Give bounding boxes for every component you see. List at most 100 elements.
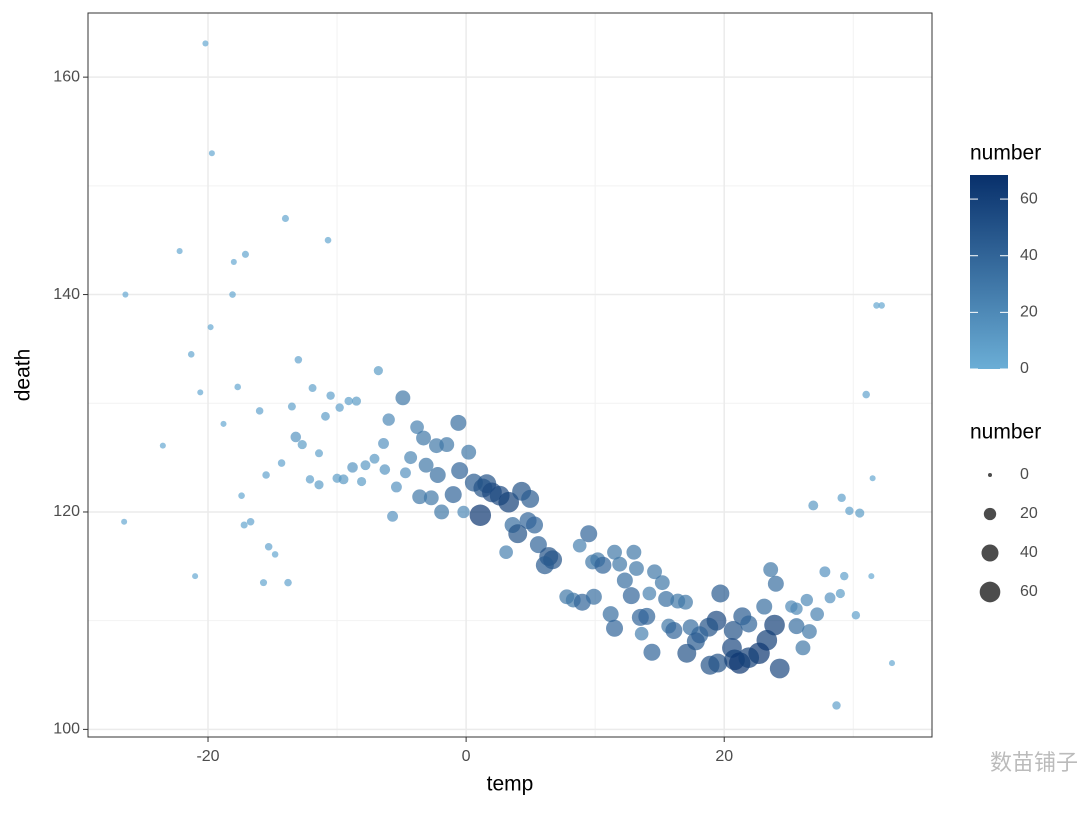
point	[382, 413, 395, 426]
point	[338, 474, 349, 485]
point	[418, 457, 434, 473]
size-legend-key	[988, 473, 992, 477]
point	[769, 658, 790, 679]
point	[192, 573, 199, 580]
color-legend-title: number	[970, 142, 1041, 165]
point	[159, 442, 166, 449]
x-tick-label: 0	[462, 748, 471, 765]
point	[121, 518, 128, 525]
point	[654, 575, 670, 591]
point	[294, 356, 303, 364]
point	[241, 250, 249, 258]
point	[862, 390, 870, 399]
point	[763, 562, 779, 578]
point	[287, 402, 296, 411]
point	[451, 462, 469, 480]
point	[450, 414, 467, 431]
point	[229, 291, 236, 298]
point	[423, 490, 439, 506]
point	[281, 214, 289, 223]
x-tick-label: 20	[715, 748, 733, 765]
point	[326, 391, 335, 400]
size-legend-key	[981, 544, 999, 562]
point	[626, 544, 642, 560]
point	[869, 475, 876, 482]
point	[845, 506, 854, 516]
color-legend-label: 60	[1020, 190, 1038, 207]
point	[521, 489, 540, 508]
panel-border	[87, 12, 933, 738]
x-axis-label: temp	[487, 773, 534, 796]
size-legend-label: 0	[1020, 466, 1029, 483]
point	[508, 524, 528, 544]
point	[412, 489, 428, 505]
point	[708, 653, 728, 673]
point	[499, 545, 513, 560]
size-legend-key	[979, 581, 1001, 603]
point	[373, 366, 383, 376]
point	[767, 575, 784, 592]
point	[220, 420, 227, 427]
point	[572, 538, 587, 553]
point	[434, 504, 450, 520]
point	[498, 491, 520, 513]
point	[647, 564, 662, 580]
point	[321, 411, 330, 421]
point	[356, 476, 367, 487]
point	[665, 621, 683, 639]
point	[351, 396, 362, 406]
point	[290, 431, 302, 443]
point	[416, 430, 431, 446]
point	[678, 594, 693, 610]
point	[255, 407, 264, 415]
point	[197, 389, 204, 396]
size-legend-title: number	[970, 421, 1041, 444]
point	[444, 486, 462, 504]
plot-panel	[88, 13, 932, 737]
point	[314, 480, 324, 490]
point	[429, 467, 446, 483]
y-axis-label: death	[12, 349, 35, 402]
point	[795, 640, 811, 656]
point	[756, 598, 773, 615]
point	[629, 561, 644, 576]
point	[404, 451, 418, 465]
point	[378, 438, 389, 449]
color-bar	[970, 175, 1008, 369]
point	[606, 619, 624, 637]
point	[740, 615, 758, 633]
point	[622, 587, 640, 605]
point	[855, 508, 865, 518]
point	[878, 302, 885, 309]
point	[187, 351, 195, 358]
point	[297, 439, 307, 450]
point	[246, 517, 255, 526]
y-tick-label: 120	[53, 503, 80, 520]
point	[824, 592, 836, 604]
point	[271, 551, 279, 558]
point	[602, 606, 619, 623]
point	[264, 542, 273, 551]
point	[439, 437, 455, 453]
point	[208, 150, 215, 157]
point	[347, 462, 358, 473]
size-legend-key	[983, 507, 997, 521]
size-legend-label: 60	[1020, 583, 1038, 600]
point	[808, 500, 819, 511]
point	[585, 588, 602, 605]
y-tick-label: 100	[53, 721, 80, 738]
point	[594, 556, 612, 574]
point	[638, 607, 656, 625]
point	[324, 236, 332, 244]
watermark: 数苗铺子	[990, 750, 1078, 775]
point	[344, 396, 353, 406]
size-legend-label: 40	[1020, 544, 1038, 561]
point	[379, 464, 391, 475]
point	[819, 566, 831, 578]
point	[738, 647, 760, 668]
point	[176, 248, 183, 255]
point	[387, 510, 399, 522]
point	[360, 460, 371, 471]
point	[835, 588, 845, 599]
